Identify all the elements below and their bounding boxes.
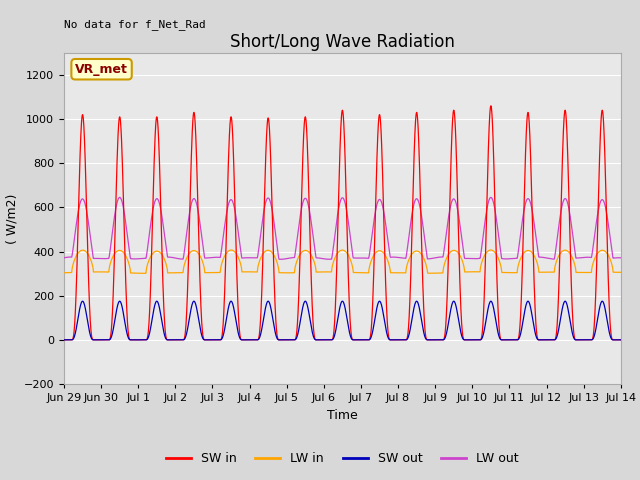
Text: No data for f_Net_Rad: No data for f_Net_Rad [64,19,205,30]
Legend: SW in, LW in, SW out, LW out: SW in, LW in, SW out, LW out [161,447,524,470]
Text: VR_met: VR_met [75,63,128,76]
Y-axis label: ( W/m2): ( W/m2) [5,193,18,243]
X-axis label: Time: Time [327,408,358,421]
Title: Short/Long Wave Radiation: Short/Long Wave Radiation [230,33,455,51]
